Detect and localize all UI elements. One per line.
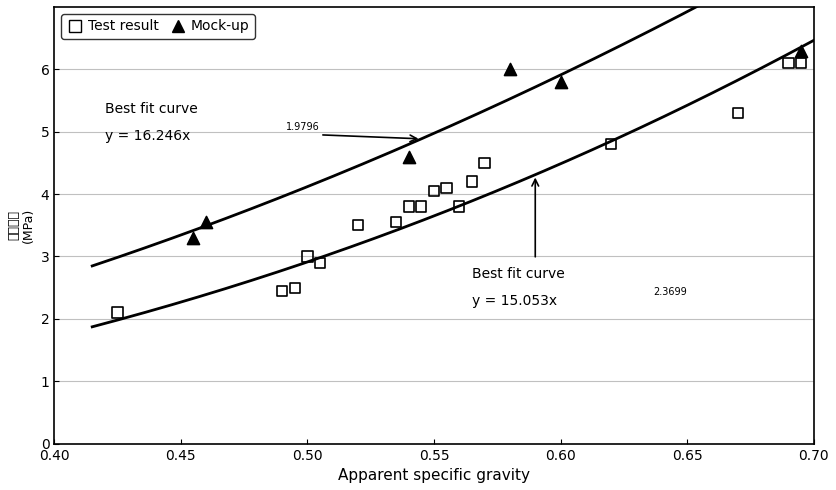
Test result [440, 184, 453, 192]
Legend: Test result, Mock-up: Test result, Mock-up [61, 14, 255, 39]
Test result [301, 252, 314, 260]
Mock-up [503, 65, 517, 73]
Text: 1.9796: 1.9796 [286, 122, 319, 132]
Test result [111, 309, 125, 317]
Test result [314, 259, 327, 267]
Test result [604, 140, 618, 148]
Mock-up [200, 218, 213, 226]
Test result [390, 218, 403, 226]
Test result [794, 59, 808, 67]
Test result [275, 287, 288, 294]
Test result [478, 159, 492, 167]
Text: Best fit curve: Best fit curve [472, 268, 564, 281]
Test result [402, 203, 415, 211]
Test result [351, 221, 364, 229]
Mock-up [402, 153, 415, 161]
Y-axis label: 압축강도
(MPa): 압축강도 (MPa) [7, 208, 35, 243]
Test result [288, 284, 302, 292]
Text: Best fit curve: Best fit curve [104, 102, 197, 116]
Mock-up [554, 78, 568, 86]
Test result [452, 203, 466, 211]
Mock-up [186, 234, 200, 242]
Test result [427, 187, 441, 195]
Text: y = 15.053x: y = 15.053x [472, 294, 557, 308]
Test result [466, 178, 479, 186]
Mock-up [794, 47, 808, 54]
Test result [782, 59, 795, 67]
Text: y = 16.246x: y = 16.246x [104, 129, 191, 143]
X-axis label: Apparent specific gravity: Apparent specific gravity [338, 468, 530, 483]
Text: 2.3699: 2.3699 [653, 287, 686, 297]
Test result [732, 109, 745, 117]
Test result [415, 203, 428, 211]
